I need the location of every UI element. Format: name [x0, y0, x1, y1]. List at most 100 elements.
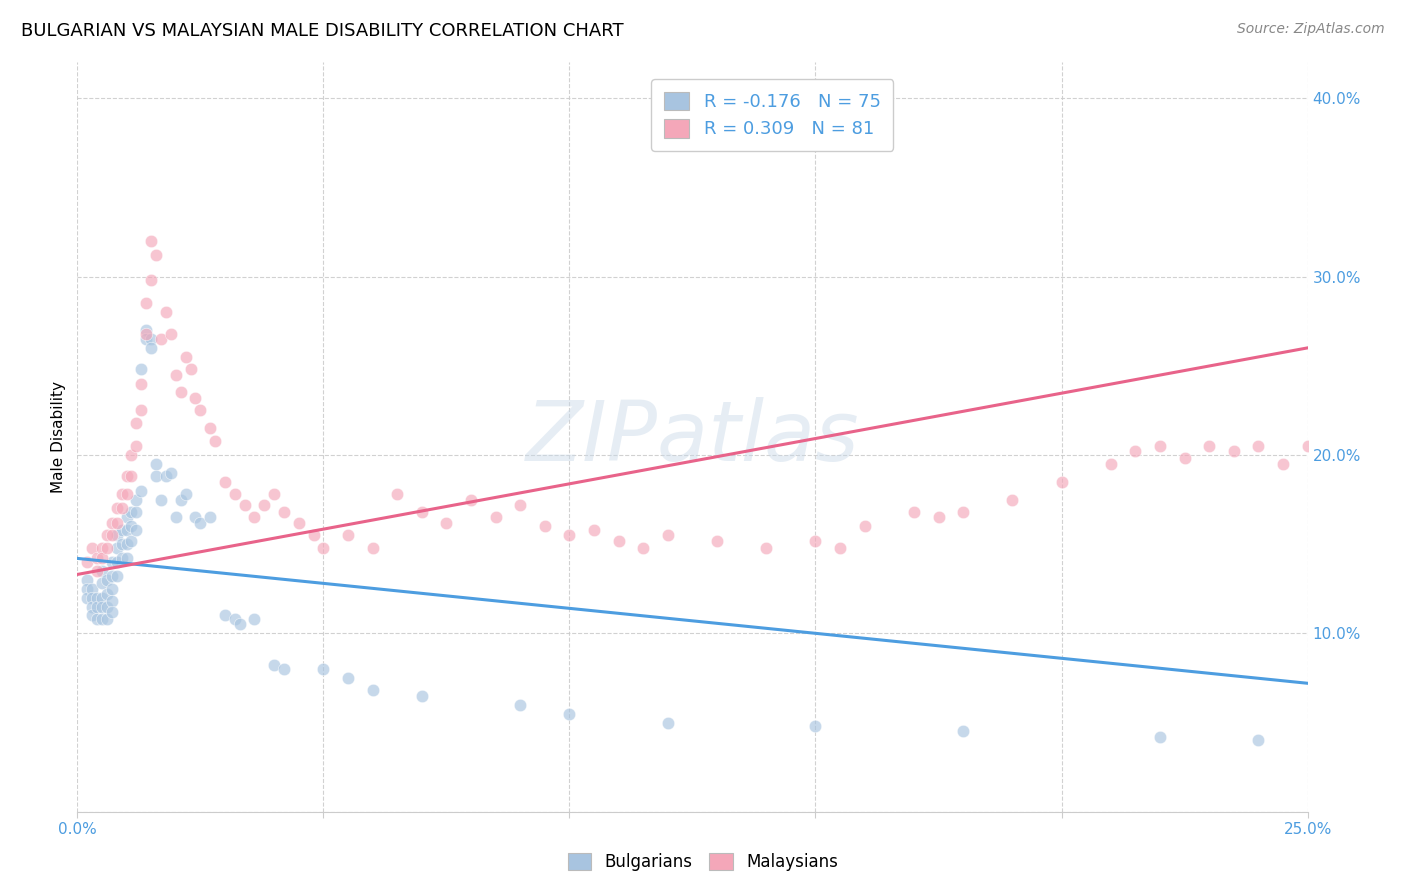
Point — [125, 505, 148, 519]
Point — [188, 516, 212, 530]
Point — [135, 296, 157, 310]
Point — [86, 591, 108, 605]
Point — [804, 533, 827, 548]
Point — [115, 523, 138, 537]
Point — [1198, 439, 1220, 453]
Point — [121, 448, 143, 462]
Point — [101, 569, 124, 583]
Point — [129, 403, 153, 417]
Point — [105, 555, 128, 569]
Point — [952, 505, 974, 519]
Point — [115, 537, 138, 551]
Point — [583, 523, 606, 537]
Point — [101, 528, 124, 542]
Point — [558, 706, 581, 721]
Point — [200, 510, 222, 524]
Point — [312, 541, 335, 555]
Point — [411, 505, 433, 519]
Point — [135, 326, 157, 341]
Point — [82, 591, 104, 605]
Legend: Bulgarians, Malaysians: Bulgarians, Malaysians — [560, 845, 846, 880]
Point — [224, 487, 246, 501]
Point — [174, 350, 197, 364]
Point — [214, 608, 236, 623]
Point — [184, 510, 207, 524]
Point — [1149, 730, 1171, 744]
Point — [214, 475, 236, 489]
Point — [188, 403, 212, 417]
Point — [253, 498, 276, 512]
Point — [233, 498, 256, 512]
Point — [150, 332, 173, 346]
Point — [170, 385, 193, 400]
Point — [82, 599, 104, 614]
Point — [928, 510, 950, 524]
Point — [105, 569, 128, 583]
Point — [830, 541, 852, 555]
Point — [903, 505, 925, 519]
Point — [607, 533, 630, 548]
Point — [125, 439, 148, 453]
Point — [141, 341, 163, 355]
Point — [86, 599, 108, 614]
Point — [90, 541, 114, 555]
Point — [145, 469, 167, 483]
Point — [96, 528, 118, 542]
Point — [1247, 733, 1270, 747]
Point — [1050, 475, 1073, 489]
Point — [170, 492, 193, 507]
Point — [121, 505, 143, 519]
Point — [952, 724, 974, 739]
Point — [101, 594, 124, 608]
Point — [155, 305, 177, 319]
Point — [224, 612, 246, 626]
Text: ZIPatlas: ZIPatlas — [526, 397, 859, 477]
Point — [436, 516, 458, 530]
Point — [129, 483, 153, 498]
Point — [129, 362, 153, 376]
Point — [243, 612, 266, 626]
Point — [86, 551, 108, 566]
Point — [96, 599, 118, 614]
Point — [263, 658, 285, 673]
Point — [105, 541, 128, 555]
Point — [115, 510, 138, 524]
Point — [111, 487, 132, 501]
Point — [86, 564, 108, 578]
Point — [101, 605, 124, 619]
Legend: R = -0.176   N = 75, R = 0.309   N = 81: R = -0.176 N = 75, R = 0.309 N = 81 — [651, 79, 893, 151]
Point — [1174, 451, 1197, 466]
Point — [288, 516, 311, 530]
Point — [1099, 457, 1122, 471]
Point — [76, 591, 98, 605]
Point — [263, 487, 285, 501]
Point — [243, 510, 266, 524]
Point — [1001, 492, 1024, 507]
Point — [706, 533, 728, 548]
Point — [121, 519, 143, 533]
Y-axis label: Male Disability: Male Disability — [51, 381, 66, 493]
Point — [96, 612, 118, 626]
Point — [180, 362, 202, 376]
Point — [90, 612, 114, 626]
Point — [135, 323, 157, 337]
Point — [804, 719, 827, 733]
Point — [90, 576, 114, 591]
Point — [82, 582, 104, 596]
Point — [361, 683, 384, 698]
Point — [460, 492, 482, 507]
Point — [534, 519, 557, 533]
Point — [101, 516, 124, 530]
Point — [337, 528, 360, 542]
Point — [312, 662, 335, 676]
Point — [174, 487, 197, 501]
Point — [1149, 439, 1171, 453]
Point — [76, 582, 98, 596]
Point — [1247, 439, 1270, 453]
Point — [853, 519, 876, 533]
Point — [111, 537, 132, 551]
Point — [302, 528, 325, 542]
Point — [105, 516, 128, 530]
Point — [145, 248, 167, 262]
Point — [150, 492, 173, 507]
